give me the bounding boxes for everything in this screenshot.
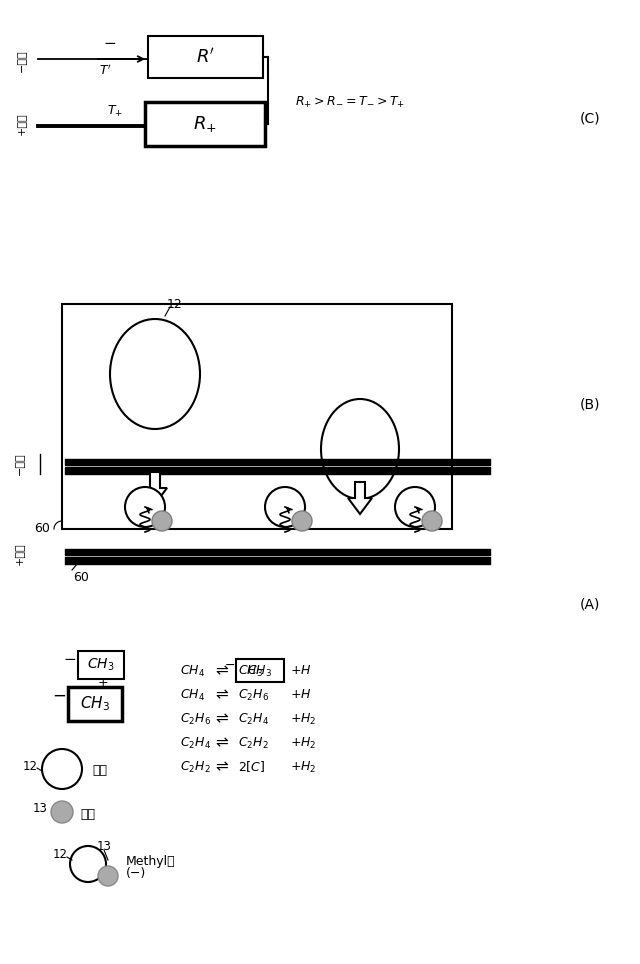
Text: $C_2H_6$: $C_2H_6$: [238, 687, 269, 703]
Text: $CH_3$: $CH_3$: [80, 695, 110, 713]
Text: $\rightleftharpoons$: $\rightleftharpoons$: [214, 663, 230, 679]
Bar: [145, 102, 265, 146]
Text: $R_{+}$: $R_{+}$: [193, 114, 217, 134]
Bar: [78, 651, 124, 679]
Circle shape: [422, 511, 442, 531]
Circle shape: [42, 749, 82, 789]
Text: −極側: −極側: [15, 453, 25, 475]
Circle shape: [265, 487, 305, 527]
Bar: [236, 659, 284, 682]
Text: $C_2H_6$: $C_2H_6$: [180, 711, 211, 727]
Ellipse shape: [110, 319, 200, 429]
Bar: [148, 36, 263, 78]
Text: (C): (C): [580, 112, 600, 126]
Circle shape: [125, 487, 165, 527]
Bar: [68, 687, 122, 721]
Text: $CH_3$: $CH_3$: [238, 663, 263, 679]
Text: (B): (B): [580, 397, 600, 411]
Text: $R'$: $R'$: [196, 47, 215, 67]
Polygon shape: [143, 472, 167, 504]
Text: $\rightleftharpoons$: $\rightleftharpoons$: [214, 760, 230, 774]
Circle shape: [51, 801, 73, 823]
Text: 炎素: 炎素: [92, 764, 107, 778]
Ellipse shape: [321, 399, 399, 499]
Text: $\rightleftharpoons$: $\rightleftharpoons$: [214, 736, 230, 751]
Text: 13: 13: [97, 840, 111, 852]
Text: $T_{+}$: $T_{+}$: [107, 103, 123, 119]
Text: 12: 12: [167, 298, 183, 310]
Polygon shape: [348, 482, 372, 514]
Text: +極側: +極側: [17, 113, 27, 135]
Text: $+ H$: $+ H$: [290, 688, 312, 702]
Text: $C_2H_2$: $C_2H_2$: [180, 760, 211, 774]
Text: 60: 60: [34, 522, 50, 534]
Text: $CH_4$: $CH_4$: [180, 663, 205, 679]
Text: $\rightleftharpoons$: $\rightleftharpoons$: [214, 687, 230, 703]
Text: $CH_4$: $CH_4$: [180, 687, 205, 703]
Text: $C_2H_4$: $C_2H_4$: [180, 736, 211, 751]
Text: 13: 13: [33, 802, 47, 816]
Text: $+ H_2$: $+ H_2$: [290, 760, 317, 774]
Text: $+ H$: $+ H$: [290, 664, 312, 678]
Circle shape: [98, 866, 118, 886]
Text: −: −: [225, 658, 236, 672]
Text: $CH_3$: $CH_3$: [87, 656, 115, 673]
Text: $C_2H_4$: $C_2H_4$: [238, 711, 269, 727]
Text: −極側: −極側: [17, 50, 27, 72]
Text: −: −: [104, 37, 116, 51]
Text: −: −: [63, 652, 76, 667]
Text: 水素: 水素: [80, 808, 95, 820]
Text: 12: 12: [22, 760, 38, 772]
Text: Methyl基: Methyl基: [126, 854, 175, 868]
Circle shape: [292, 511, 312, 531]
Text: 60: 60: [73, 571, 89, 584]
Circle shape: [70, 846, 106, 882]
Text: (−): (−): [126, 868, 147, 880]
Text: $2[C]$: $2[C]$: [238, 760, 266, 774]
Circle shape: [152, 511, 172, 531]
Text: $\rightleftharpoons$: $\rightleftharpoons$: [214, 711, 230, 727]
Text: (A): (A): [580, 597, 600, 611]
Text: $C_2H_2$: $C_2H_2$: [238, 736, 269, 751]
Text: $+ H_2$: $+ H_2$: [290, 736, 317, 751]
Circle shape: [395, 487, 435, 527]
Text: −: −: [52, 686, 66, 705]
Bar: [62, 304, 452, 529]
Text: 12: 12: [52, 847, 67, 861]
Text: $CH_3$: $CH_3$: [248, 663, 273, 679]
Text: +極側: +極側: [15, 543, 25, 565]
Text: $T'$: $T'$: [99, 64, 111, 78]
Text: $R_{+}>R_{-}=T_{-}>T_{+}$: $R_{+}>R_{-}=T_{-}>T_{+}$: [295, 94, 405, 110]
Text: $+ H_2$: $+ H_2$: [290, 711, 317, 727]
Text: +: +: [98, 677, 108, 689]
